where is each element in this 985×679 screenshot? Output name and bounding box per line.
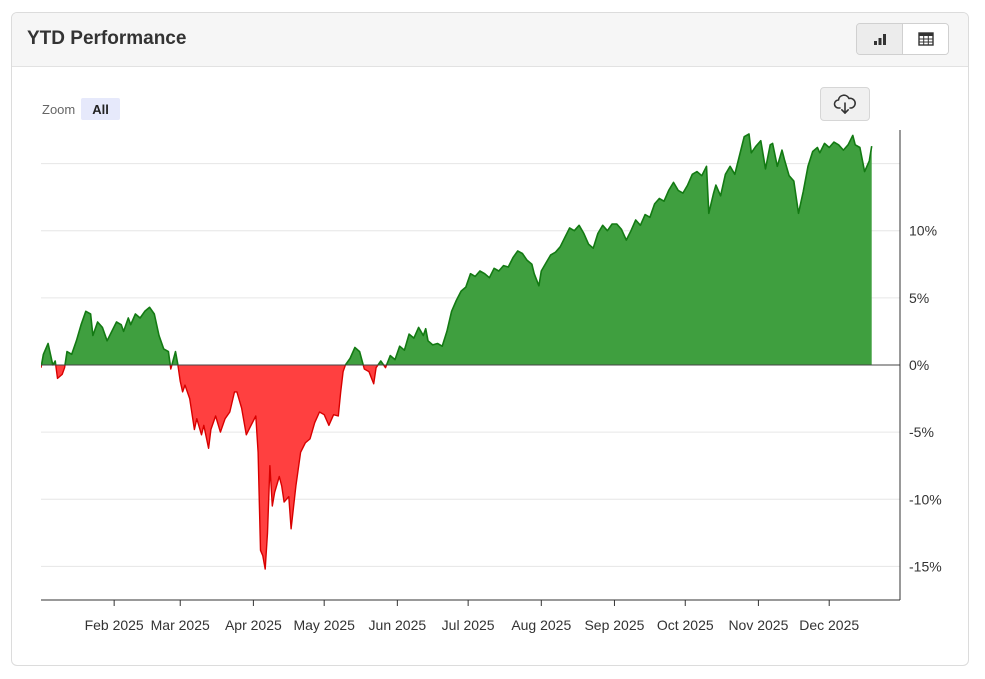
- x-tick-label: Nov 2025: [728, 617, 788, 633]
- y-tick-label: -10%: [909, 491, 942, 507]
- x-tick-label: Dec 2025: [799, 617, 859, 633]
- axes: -15% -10% -5% 0% 5% 10% Feb 2025 Mar 2025 Apr 20…: [41, 130, 942, 633]
- view-toggle: [856, 23, 949, 55]
- positive-area: [41, 134, 872, 365]
- x-tick-label: Jun 2025: [369, 617, 427, 633]
- y-tick-label: 5%: [909, 290, 929, 306]
- panel-title: YTD Performance: [27, 28, 187, 49]
- y-tick-label: -5%: [909, 424, 934, 440]
- x-tick-label: Feb 2025: [85, 617, 144, 633]
- y-tick-label: 0%: [909, 357, 929, 373]
- zoom-all-button[interactable]: All: [81, 98, 120, 120]
- positive-line: [41, 133, 873, 365]
- chart-view-button[interactable]: [857, 24, 903, 54]
- y-tick-label: 10%: [909, 223, 937, 239]
- x-tick-label: Mar 2025: [151, 617, 210, 633]
- zoom-label: Zoom: [42, 102, 76, 117]
- plot-area: [41, 133, 873, 570]
- panel-header: YTD Performance: [12, 13, 968, 67]
- y-tick-label: -15%: [909, 558, 942, 574]
- cloud-download-icon: [833, 94, 856, 114]
- table-view-button[interactable]: [903, 24, 948, 54]
- x-tick-label: Apr 2025: [225, 617, 282, 633]
- table-icon: [917, 32, 934, 46]
- bar-chart-icon: [873, 34, 886, 45]
- x-tick-label: Oct 2025: [657, 617, 714, 633]
- x-tick-label: May 2025: [293, 617, 355, 633]
- x-tick-label: Jul 2025: [442, 617, 495, 633]
- x-tick-label: Aug 2025: [511, 617, 571, 633]
- x-tick-label: Sep 2025: [584, 617, 644, 633]
- download-button[interactable]: [820, 87, 870, 121]
- negative-area: [41, 365, 872, 570]
